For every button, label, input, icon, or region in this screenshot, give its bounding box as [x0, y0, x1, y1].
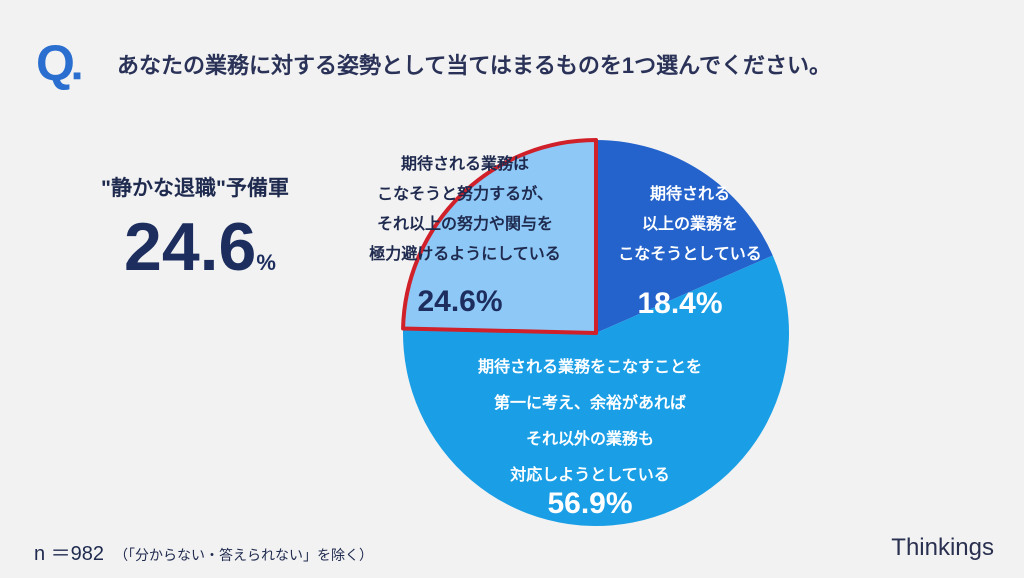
question-text: あなたの業務に対する姿勢として当てはまるものを1つ選んでください。 [117, 53, 832, 78]
slice-label-1: 期待される 以上の業務を こなそうとしている [618, 186, 762, 263]
brand-logo: Thinkings [891, 534, 994, 561]
slice-label-2: 期待される業務をこなすことを 第一に考え、余裕があれば それ以外の業務も 対応しようと… [477, 359, 702, 484]
q-mark: Q■ [36, 35, 82, 91]
pie-slice-1 [596, 140, 773, 333]
highlight-outline [401, 138, 598, 335]
pie-slice-2 [402, 255, 789, 526]
highlight-value: 24.6% [124, 209, 276, 285]
slice-label-0: 期待される業務は こなそうと努力するが、 それ以上の努力や関与を 極力避けるようにして… [369, 156, 561, 263]
slice-value-2: 56.9% [547, 487, 633, 520]
pie-slice-0 [403, 140, 596, 333]
slice-value-1: 18.4% [637, 287, 723, 320]
highlight-label: "静かな退職"予備軍 [101, 177, 289, 200]
sample-size: n ＝982 （「分からない・答えられない」を除く） [34, 543, 374, 565]
slice-value-0: 24.6% [417, 285, 503, 318]
sample-note: （「分からない・答えられない」を除く） [114, 547, 374, 563]
